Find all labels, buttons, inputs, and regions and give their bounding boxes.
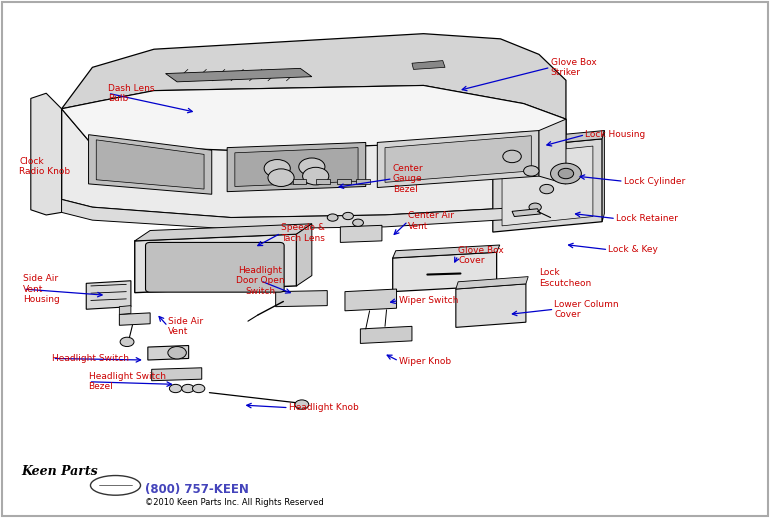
Text: Headlight Knob: Headlight Knob [289, 403, 359, 412]
Polygon shape [62, 85, 566, 184]
Circle shape [524, 166, 539, 176]
FancyBboxPatch shape [146, 242, 284, 292]
Polygon shape [89, 135, 212, 194]
Polygon shape [412, 61, 445, 69]
Text: Speedo &
Tach Lens: Speedo & Tach Lens [281, 223, 325, 243]
Circle shape [182, 384, 194, 393]
FancyBboxPatch shape [356, 179, 370, 184]
Circle shape [169, 384, 182, 393]
Circle shape [299, 158, 325, 176]
Circle shape [529, 203, 541, 211]
Text: Wiper Switch: Wiper Switch [399, 296, 458, 305]
Text: Keen Parts: Keen Parts [22, 465, 99, 478]
Text: Lock
Escutcheon: Lock Escutcheon [539, 268, 591, 288]
Polygon shape [377, 131, 539, 188]
Text: Glove Box
Cover: Glove Box Cover [458, 246, 504, 265]
Polygon shape [296, 224, 312, 286]
Circle shape [503, 150, 521, 163]
Text: (800) 757-KEEN: (800) 757-KEEN [145, 483, 249, 496]
Circle shape [327, 214, 338, 221]
Polygon shape [456, 277, 528, 289]
Polygon shape [62, 109, 566, 218]
Text: Dash Lens
Bulb: Dash Lens Bulb [108, 83, 154, 103]
Polygon shape [340, 225, 382, 242]
Circle shape [192, 384, 205, 393]
FancyBboxPatch shape [316, 179, 330, 184]
Polygon shape [166, 68, 312, 82]
Polygon shape [148, 346, 189, 360]
Circle shape [268, 169, 294, 186]
Circle shape [120, 337, 134, 347]
Circle shape [168, 347, 186, 359]
Text: Side Air
Vent
Housing: Side Air Vent Housing [23, 274, 60, 304]
Text: ©2010 Keen Parts Inc. All Rights Reserved: ©2010 Keen Parts Inc. All Rights Reserve… [145, 498, 323, 507]
Polygon shape [360, 326, 412, 343]
Polygon shape [385, 136, 531, 182]
Polygon shape [135, 224, 312, 241]
Circle shape [264, 160, 290, 177]
Circle shape [551, 163, 581, 184]
Polygon shape [119, 306, 131, 314]
Polygon shape [602, 131, 604, 222]
Polygon shape [135, 234, 296, 293]
Polygon shape [62, 34, 566, 119]
Text: Side Air
Vent: Side Air Vent [168, 316, 203, 336]
Text: Glove Box
Striker: Glove Box Striker [551, 57, 596, 77]
Text: Lower Column
Cover: Lower Column Cover [554, 299, 619, 319]
Polygon shape [493, 131, 604, 149]
Circle shape [558, 168, 574, 179]
Polygon shape [456, 284, 526, 327]
Polygon shape [31, 93, 62, 215]
Polygon shape [96, 140, 204, 189]
Polygon shape [512, 209, 541, 217]
Text: Center
Gauge
Bezel: Center Gauge Bezel [393, 164, 424, 194]
Circle shape [303, 167, 329, 185]
Text: Headlight Switch: Headlight Switch [52, 354, 129, 363]
Polygon shape [493, 139, 602, 232]
Text: Lock Cylinder: Lock Cylinder [624, 177, 685, 186]
FancyBboxPatch shape [337, 179, 351, 184]
Polygon shape [227, 142, 366, 192]
Circle shape [540, 184, 554, 194]
Polygon shape [86, 281, 131, 309]
Polygon shape [62, 184, 566, 229]
Text: Lock Housing: Lock Housing [585, 130, 645, 139]
Polygon shape [393, 245, 500, 258]
Text: Headlight Switch
Bezel: Headlight Switch Bezel [89, 372, 166, 392]
Polygon shape [119, 313, 150, 325]
Text: Wiper Knob: Wiper Knob [399, 356, 451, 366]
Polygon shape [502, 146, 593, 226]
Polygon shape [539, 119, 566, 184]
Text: Lock & Key: Lock & Key [608, 245, 658, 254]
Text: Center Air
Vent: Center Air Vent [408, 211, 454, 231]
Polygon shape [235, 148, 358, 186]
Polygon shape [152, 368, 202, 381]
Circle shape [343, 212, 353, 220]
FancyBboxPatch shape [293, 179, 306, 184]
Polygon shape [276, 291, 327, 307]
Circle shape [295, 400, 309, 409]
Text: Clock
Radio Knob: Clock Radio Knob [19, 157, 70, 177]
Circle shape [353, 219, 363, 226]
Polygon shape [345, 289, 397, 311]
Polygon shape [393, 252, 497, 292]
Text: Lock Retainer: Lock Retainer [616, 214, 678, 223]
Text: Headlight
Door Open
Switch: Headlight Door Open Switch [236, 266, 285, 296]
